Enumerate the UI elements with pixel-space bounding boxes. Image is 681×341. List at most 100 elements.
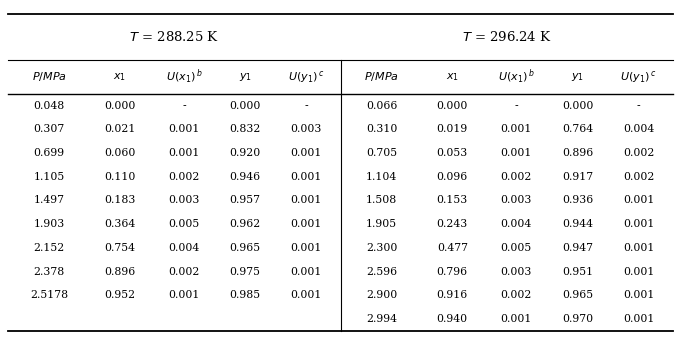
Text: 0.001: 0.001 — [291, 172, 322, 182]
Text: 0.002: 0.002 — [501, 290, 532, 300]
Text: $\mathit{U(x_1)}^{\,\mathit{b}}$: $\mathit{U(x_1)}^{\,\mathit{b}}$ — [165, 68, 202, 86]
Text: 0.001: 0.001 — [623, 243, 654, 253]
Text: 0.896: 0.896 — [104, 267, 136, 277]
Text: 0.916: 0.916 — [437, 290, 468, 300]
Text: 1.497: 1.497 — [33, 195, 65, 205]
Text: 0.021: 0.021 — [104, 124, 136, 134]
Text: $\mathit{P/MPa}$: $\mathit{P/MPa}$ — [364, 70, 399, 83]
Text: 0.053: 0.053 — [437, 148, 468, 158]
Text: 0.002: 0.002 — [168, 267, 200, 277]
Text: 0.364: 0.364 — [104, 219, 136, 229]
Text: 1.508: 1.508 — [366, 195, 397, 205]
Text: 1.105: 1.105 — [33, 172, 65, 182]
Text: 0.004: 0.004 — [623, 124, 654, 134]
Text: 0.001: 0.001 — [623, 290, 654, 300]
Text: $\mathit{x_1}$: $\mathit{x_1}$ — [446, 71, 459, 83]
Text: 0.002: 0.002 — [501, 172, 532, 182]
Text: 2.378: 2.378 — [33, 267, 65, 277]
Text: -: - — [183, 101, 186, 110]
Text: -: - — [304, 101, 308, 110]
Text: 0.003: 0.003 — [501, 267, 532, 277]
Text: 0.001: 0.001 — [501, 148, 532, 158]
Text: $\mathit{y_1}$: $\mathit{y_1}$ — [238, 71, 252, 83]
Text: 0.003: 0.003 — [501, 195, 532, 205]
Text: -: - — [515, 101, 518, 110]
Text: 0.000: 0.000 — [229, 101, 261, 110]
Text: 0.947: 0.947 — [562, 243, 593, 253]
Text: 0.896: 0.896 — [562, 148, 593, 158]
Text: 2.900: 2.900 — [366, 290, 397, 300]
Text: 0.001: 0.001 — [291, 148, 322, 158]
Text: 0.000: 0.000 — [104, 101, 136, 110]
Text: 1.104: 1.104 — [366, 172, 397, 182]
Text: 0.975: 0.975 — [229, 267, 261, 277]
Text: 0.965: 0.965 — [562, 290, 593, 300]
Text: 0.796: 0.796 — [437, 267, 468, 277]
Text: 0.002: 0.002 — [623, 148, 654, 158]
Text: 0.003: 0.003 — [291, 124, 322, 134]
Text: 0.153: 0.153 — [437, 195, 468, 205]
Text: $\mathit{T}$ = 296.24 K: $\mathit{T}$ = 296.24 K — [462, 30, 552, 44]
Text: 0.003: 0.003 — [168, 195, 200, 205]
Text: 0.952: 0.952 — [104, 290, 136, 300]
Text: 0.002: 0.002 — [168, 172, 200, 182]
Text: $\mathit{U(y_1)}^{\,\mathit{c}}$: $\mathit{U(y_1)}^{\,\mathit{c}}$ — [620, 69, 656, 85]
Text: 0.183: 0.183 — [104, 195, 136, 205]
Text: 0.001: 0.001 — [623, 219, 654, 229]
Text: 0.965: 0.965 — [229, 243, 261, 253]
Text: 0.957: 0.957 — [229, 195, 261, 205]
Text: 0.004: 0.004 — [501, 219, 532, 229]
Text: 0.307: 0.307 — [33, 124, 65, 134]
Text: $\mathit{U(x_1)}^{\,\mathit{b}}$: $\mathit{U(x_1)}^{\,\mathit{b}}$ — [498, 68, 535, 86]
Text: $\mathit{P/MPa}$: $\mathit{P/MPa}$ — [32, 70, 67, 83]
Text: 2.596: 2.596 — [366, 267, 397, 277]
Text: 0.110: 0.110 — [104, 172, 136, 182]
Text: 0.917: 0.917 — [562, 172, 593, 182]
Text: 0.001: 0.001 — [291, 243, 322, 253]
Text: 0.001: 0.001 — [291, 267, 322, 277]
Text: 0.001: 0.001 — [168, 290, 200, 300]
Text: 2.5178: 2.5178 — [30, 290, 68, 300]
Text: 0.001: 0.001 — [168, 124, 200, 134]
Text: 0.001: 0.001 — [291, 219, 322, 229]
Text: $\mathit{x_1}$: $\mathit{x_1}$ — [114, 71, 127, 83]
Text: 0.764: 0.764 — [562, 124, 593, 134]
Text: 0.001: 0.001 — [291, 290, 322, 300]
Text: 0.985: 0.985 — [229, 290, 261, 300]
Text: 0.310: 0.310 — [366, 124, 397, 134]
Text: 0.962: 0.962 — [229, 219, 261, 229]
Text: 0.832: 0.832 — [229, 124, 261, 134]
Text: 0.970: 0.970 — [562, 314, 593, 324]
Text: 0.940: 0.940 — [437, 314, 468, 324]
Text: 2.152: 2.152 — [33, 243, 65, 253]
Text: $\mathit{U(y_1)}^{\,\mathit{c}}$: $\mathit{U(y_1)}^{\,\mathit{c}}$ — [288, 69, 324, 85]
Text: -: - — [637, 101, 640, 110]
Text: 0.019: 0.019 — [437, 124, 468, 134]
Text: 0.936: 0.936 — [562, 195, 593, 205]
Text: 0.001: 0.001 — [168, 148, 200, 158]
Text: 2.300: 2.300 — [366, 243, 397, 253]
Text: 0.005: 0.005 — [168, 219, 200, 229]
Text: 0.004: 0.004 — [168, 243, 200, 253]
Text: 0.951: 0.951 — [562, 267, 593, 277]
Text: 0.005: 0.005 — [501, 243, 532, 253]
Text: 0.001: 0.001 — [623, 267, 654, 277]
Text: 0.000: 0.000 — [562, 101, 593, 110]
Text: 0.477: 0.477 — [437, 243, 468, 253]
Text: 0.001: 0.001 — [291, 195, 322, 205]
Text: 0.944: 0.944 — [562, 219, 593, 229]
Text: 0.754: 0.754 — [104, 243, 136, 253]
Text: 0.000: 0.000 — [437, 101, 468, 110]
Text: 0.699: 0.699 — [33, 148, 65, 158]
Text: 0.002: 0.002 — [623, 172, 654, 182]
Text: $\mathit{T}$ = 288.25 K: $\mathit{T}$ = 288.25 K — [129, 30, 219, 44]
Text: 0.066: 0.066 — [366, 101, 397, 110]
Text: 0.060: 0.060 — [104, 148, 136, 158]
Text: 0.946: 0.946 — [229, 172, 261, 182]
Text: 0.920: 0.920 — [229, 148, 261, 158]
Text: 0.001: 0.001 — [623, 195, 654, 205]
Text: 0.048: 0.048 — [33, 101, 65, 110]
Text: 0.001: 0.001 — [501, 124, 532, 134]
Text: 1.903: 1.903 — [33, 219, 65, 229]
Text: $\mathit{y_1}$: $\mathit{y_1}$ — [571, 71, 584, 83]
